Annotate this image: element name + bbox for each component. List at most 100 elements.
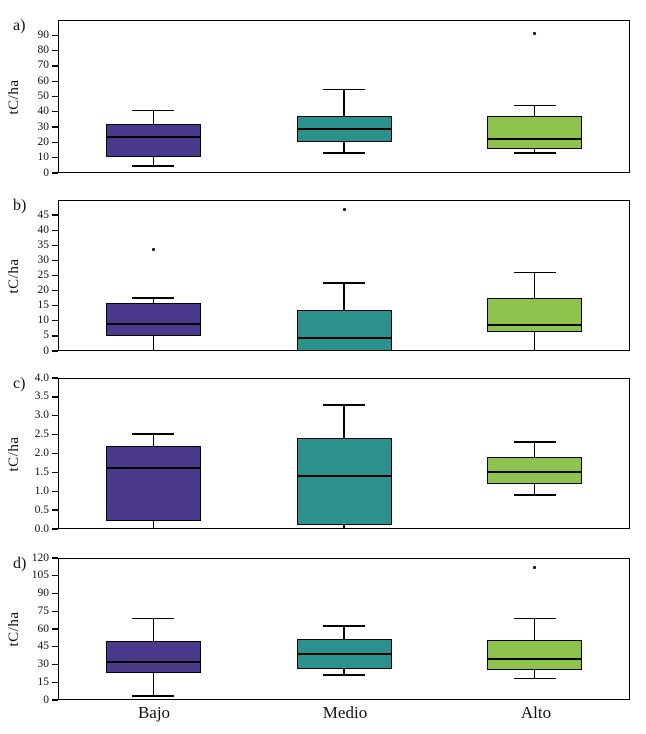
whisker-cap-lower-a-medio — [323, 152, 365, 154]
y-axis-label: tC/ha — [6, 436, 22, 471]
y-tick-label: 2.0 — [34, 447, 49, 459]
y-tick-mark — [52, 49, 58, 52]
y-tick-label: 0 — [43, 344, 49, 357]
y-tick-mark — [52, 528, 58, 530]
y-tick-label: 90 — [37, 587, 50, 599]
y-tick-mark — [52, 610, 58, 612]
box-c-medio — [296, 437, 392, 526]
whisker-upper-a-bajo — [152, 110, 155, 125]
panel-letter: a) — [13, 17, 26, 34]
y-tick-label: 45 — [37, 640, 50, 653]
panel-b: b) tC/ha 0 5 10 15 20 25 30 35 40 45 — [0, 197, 646, 357]
whisker-cap-upper-a-medio — [323, 88, 365, 91]
y-tick-label: 1.5 — [34, 465, 49, 478]
y-tick-label: 50 — [37, 90, 50, 102]
whisker-lower-c-bajo — [152, 521, 155, 529]
whisker-lower-a-medio — [343, 142, 345, 154]
y-tick-label: 30 — [37, 658, 50, 670]
y-tick-mark — [52, 335, 58, 337]
y-axis-label: tC/ha — [6, 611, 22, 647]
whisker-cap-lower-c-alto — [513, 494, 556, 496]
y-tick-mark — [52, 663, 58, 666]
whisker-cap-upper-a-bajo — [132, 109, 175, 112]
y-tick-mark — [52, 320, 58, 322]
y-tick-mark — [52, 141, 58, 144]
y-tick-mark — [52, 592, 58, 595]
y-tick-mark — [52, 471, 58, 474]
y-tick-label: 70 — [37, 59, 50, 72]
whisker-cap-upper-d-bajo — [132, 617, 175, 620]
y-tick-label: 25 — [37, 269, 50, 281]
y-tick-label: 4.0 — [34, 371, 49, 384]
y-tick-mark — [52, 377, 58, 379]
whisker-upper-c-bajo — [152, 433, 155, 446]
outlier-d-alto — [533, 565, 537, 569]
median-d-alto — [487, 657, 583, 660]
whisker-cap-upper-b-bajo — [132, 297, 175, 299]
y-tick-label: 20 — [37, 135, 50, 148]
box-c-bajo — [105, 445, 201, 522]
y-tick-label: 30 — [37, 253, 50, 266]
x-category-label-bajo: Bajo — [137, 703, 171, 722]
y-tick-label: 15 — [37, 675, 50, 688]
outlier-a-alto — [533, 32, 537, 36]
y-tick-mark — [52, 111, 58, 113]
whisker-upper-c-medio — [343, 405, 345, 438]
median-a-bajo — [105, 136, 201, 139]
whisker-cap-lower-d-alto — [513, 677, 556, 680]
outlier-b-medio — [342, 207, 346, 211]
y-tick-label: 3.0 — [34, 409, 49, 422]
y-tick-mark — [52, 214, 58, 216]
y-tick-mark — [52, 305, 58, 307]
y-tick-mark — [52, 415, 58, 417]
y-tick-mark — [52, 509, 58, 511]
whisker-upper-b-bajo — [152, 298, 155, 303]
y-tick-label: 60 — [37, 74, 50, 87]
x-category-label-alto: Alto — [520, 703, 552, 722]
y-tick-mark — [52, 126, 58, 128]
median-d-bajo — [105, 661, 201, 664]
y-tick-mark — [52, 244, 58, 246]
y-tick-mark — [52, 646, 58, 648]
y-axis-label: tC/ha — [6, 258, 22, 293]
y-tick-mark — [52, 699, 58, 701]
median-a-alto — [487, 138, 583, 141]
whisker-lower-c-alto — [533, 483, 536, 496]
whisker-upper-a-medio — [343, 89, 345, 117]
y-tick-mark — [52, 452, 58, 455]
box-c-alto — [487, 457, 583, 484]
box-b-bajo — [105, 302, 201, 336]
panel-c: c) tC/ha 0.0 0.5 1.0 1.5 2.0 2.5 3.0 3.5 4.0 — [0, 372, 646, 535]
y-tick-mark — [52, 557, 58, 559]
y-tick-mark — [52, 289, 58, 292]
y-tick-mark — [52, 490, 58, 492]
panel-a: a) tC/ha 0 10 20 30 40 50 60 70 80 90 — [0, 17, 646, 179]
whisker-lower-b-bajo — [152, 335, 155, 351]
y-tick-mark — [52, 628, 58, 630]
y-tick-label: 5 — [43, 329, 49, 342]
whisker-cap-upper-c-alto — [513, 441, 556, 443]
y-tick-mark — [52, 65, 58, 67]
y-tick-label: 60 — [37, 622, 50, 635]
y-tick-label: 10 — [37, 151, 50, 164]
whisker-cap-lower-d-medio — [323, 674, 365, 676]
y-tick-label: 40 — [37, 105, 50, 118]
y-tick-mark — [52, 95, 58, 98]
y-tick-label: 2.5 — [34, 428, 49, 441]
whisker-cap-upper-d-alto — [513, 617, 556, 620]
box-b-alto — [487, 298, 583, 332]
whisker-lower-c-medio — [343, 525, 345, 529]
whisker-cap-upper-c-bajo — [132, 433, 175, 435]
box-d-bajo — [105, 640, 201, 673]
median-c-medio — [296, 475, 392, 478]
median-a-medio — [296, 127, 392, 130]
y-tick-label: 90 — [37, 28, 50, 41]
y-tick-label: 15 — [37, 299, 50, 312]
median-d-medio — [296, 652, 392, 655]
outlier-b-bajo — [151, 248, 155, 252]
whisker-cap-upper-c-medio — [323, 404, 365, 406]
y-tick-mark — [52, 80, 58, 82]
y-tick-label: 40 — [37, 223, 50, 236]
median-c-bajo — [105, 466, 201, 469]
